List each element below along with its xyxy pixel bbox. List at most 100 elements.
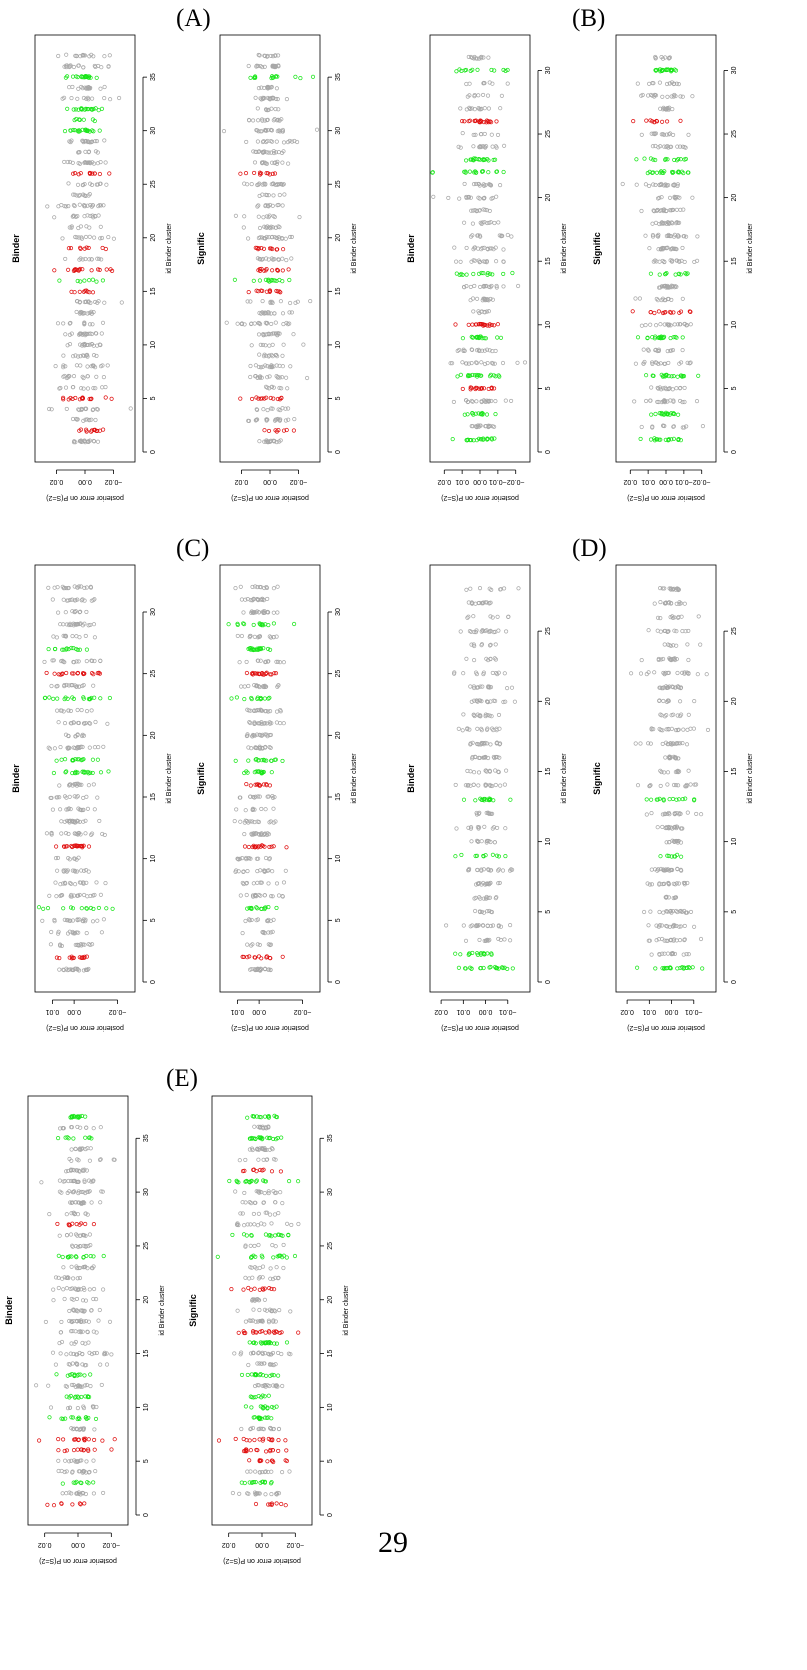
point-green (71, 75, 74, 78)
point-gray (267, 931, 270, 934)
point-gray (52, 635, 55, 638)
cluster-tick-label: 25 (545, 130, 552, 138)
point-gray (59, 1352, 62, 1355)
point-gray (65, 53, 68, 56)
point-gray (54, 364, 57, 367)
point-green (72, 1137, 75, 1140)
point-gray (686, 643, 689, 646)
point-gray (640, 324, 643, 327)
point-gray (705, 673, 708, 676)
point-gray (504, 769, 507, 772)
point-gray (56, 611, 59, 614)
point-gray (649, 323, 652, 326)
point-gray (222, 129, 225, 132)
point-gray (112, 237, 115, 240)
cluster-tick-label: 0 (545, 980, 552, 984)
point-gray (642, 910, 645, 913)
point-gray (476, 727, 479, 730)
point-green (311, 75, 314, 78)
point-gray (82, 66, 85, 69)
point-gray (283, 193, 286, 196)
point-gray (650, 953, 653, 956)
point-gray (278, 226, 281, 229)
point-gray (74, 1244, 77, 1247)
point-gray (260, 807, 263, 810)
point-gray (663, 643, 666, 646)
point-gray (50, 930, 53, 933)
point-gray (502, 144, 505, 147)
point-gray (687, 769, 690, 772)
point-gray (257, 333, 260, 336)
point-green (472, 272, 475, 275)
point-gray (504, 399, 507, 402)
point-gray (659, 616, 662, 619)
point-green (275, 906, 278, 909)
plot-title: Signific (592, 762, 602, 795)
cluster-tick-label: 20 (327, 1296, 334, 1304)
point-green (61, 1255, 64, 1258)
point-gray (59, 745, 62, 748)
point-gray (100, 931, 103, 934)
point-gray (264, 856, 267, 859)
point-gray (281, 354, 284, 357)
cluster-tick-label: 25 (335, 180, 342, 188)
point-gray (236, 1309, 239, 1312)
point-gray (93, 808, 96, 811)
point-gray (79, 364, 82, 367)
point-gray (289, 1310, 292, 1313)
point-gray (496, 133, 499, 136)
point-green (655, 171, 658, 174)
point-green (454, 855, 457, 858)
point-red (98, 172, 101, 175)
point-gray (258, 440, 261, 443)
point-green (668, 798, 671, 801)
plot-title: Signific (196, 232, 206, 265)
point-gray (275, 882, 278, 885)
point-gray (57, 1286, 60, 1289)
point-gray (478, 938, 481, 941)
value-tick-label: 0.01 (456, 1008, 470, 1015)
point-gray (459, 107, 462, 110)
point-gray (88, 235, 91, 238)
value-tick-label: 0.00 (659, 478, 673, 485)
point-red (645, 119, 648, 122)
point-gray (659, 600, 662, 603)
point-gray (242, 611, 245, 614)
point-gray (60, 832, 63, 835)
point-green (451, 437, 454, 440)
point-gray (472, 615, 475, 618)
point-gray (472, 783, 475, 786)
point-red (72, 1448, 75, 1451)
point-gray (85, 659, 88, 662)
cluster-tick-label: 25 (731, 130, 738, 138)
point-gray (61, 1288, 64, 1291)
point-red (281, 955, 284, 958)
point-red (108, 172, 111, 175)
point-gray (264, 808, 267, 811)
point-gray (262, 216, 265, 219)
point-gray (282, 141, 285, 144)
point-green (684, 797, 687, 800)
value-tick-label: 0.00 (255, 1541, 269, 1548)
point-green (234, 759, 237, 762)
point-gray (272, 194, 275, 197)
point-gray (105, 183, 108, 186)
point-green (499, 336, 502, 339)
point-red (243, 845, 246, 848)
cluster-tick-label: 30 (327, 1188, 334, 1196)
point-red (471, 323, 474, 326)
plot-title: Binder (11, 764, 21, 793)
point-gray (254, 364, 257, 367)
point-gray (489, 743, 492, 746)
point-green (247, 759, 250, 762)
point-gray (247, 64, 250, 67)
point-green (95, 76, 98, 79)
point-gray (650, 386, 653, 389)
point-gray (288, 1470, 291, 1473)
point-red (492, 324, 495, 327)
point-green (96, 758, 99, 761)
point-green (649, 438, 652, 441)
point-gray (96, 440, 99, 443)
point-gray (248, 720, 251, 723)
